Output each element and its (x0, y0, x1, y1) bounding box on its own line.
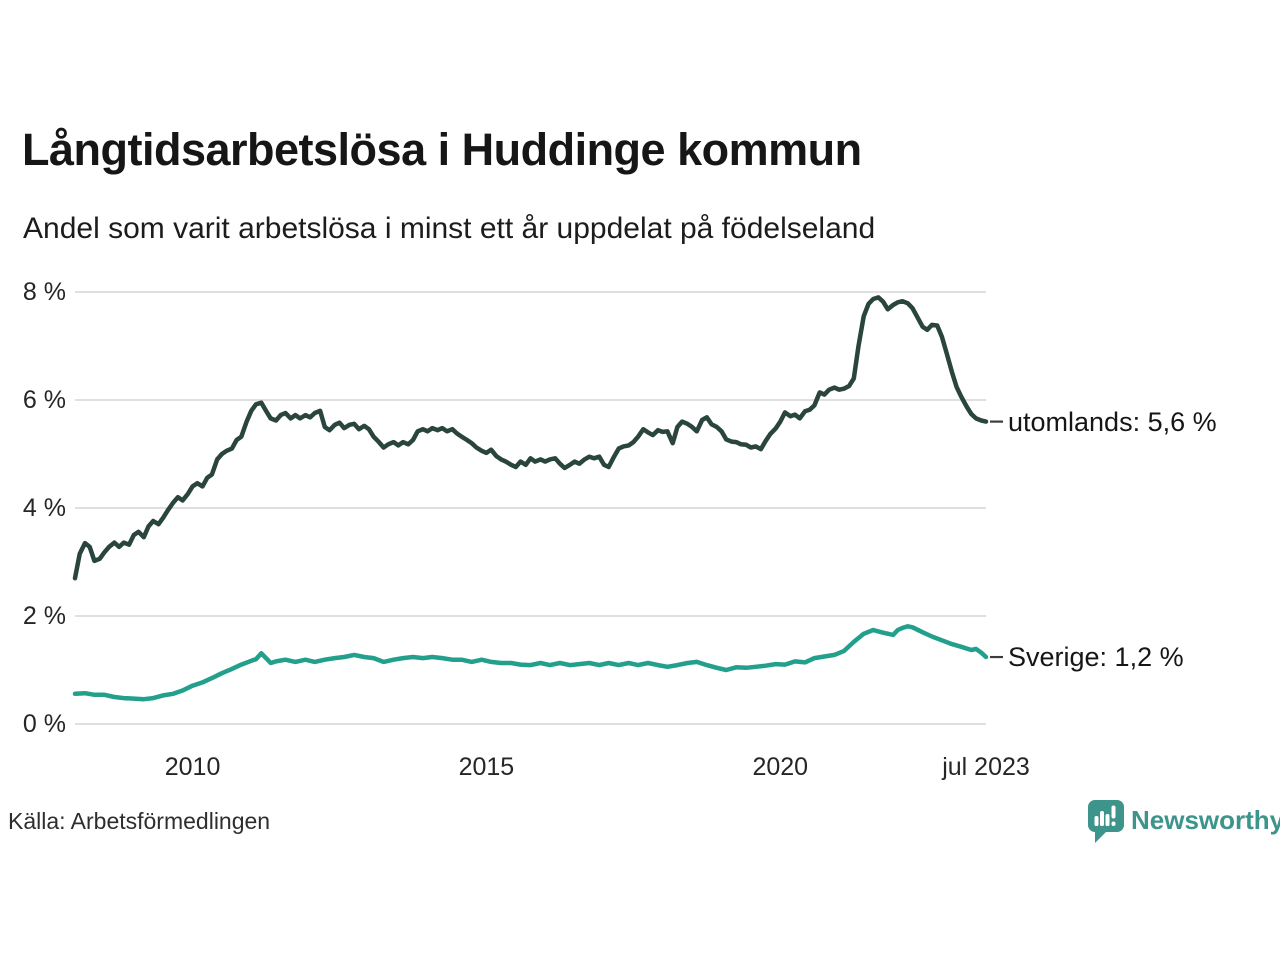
y-tick-label: 0 % (22, 710, 66, 738)
x-tick-label: 2010 (164, 753, 221, 781)
series-line-sverige (72, 624, 989, 702)
y-tick-label: 4 % (22, 494, 66, 522)
source-note: Källa: Arbetsförmedlingen (8, 808, 271, 834)
y-tick-label: 2 % (22, 602, 66, 630)
x-tick-label: jul 2023 (942, 753, 1030, 781)
y-tick-label: 6 % (22, 386, 66, 414)
series-line-utomlands (72, 295, 989, 581)
newsworthy-bubble-chart-icon (1088, 800, 1124, 843)
chart-subtitle: Andel som varit arbetslösa i minst ett å… (23, 212, 876, 245)
series-end-label-utomlands: utomlands: 5,6 % (1008, 406, 1217, 437)
newsworthy-logo: Newsworthy (1088, 800, 1280, 843)
series-end-label-sverige: Sverige: 1,2 % (1008, 642, 1184, 673)
x-tick-label: 2020 (752, 753, 809, 781)
brand-name: Newsworthy (1131, 805, 1280, 835)
x-tick-label: 2015 (458, 753, 515, 781)
y-tick-label: 8 % (22, 278, 66, 306)
chart-title: Långtidsarbetslösa i Huddinge kommun (22, 124, 862, 175)
